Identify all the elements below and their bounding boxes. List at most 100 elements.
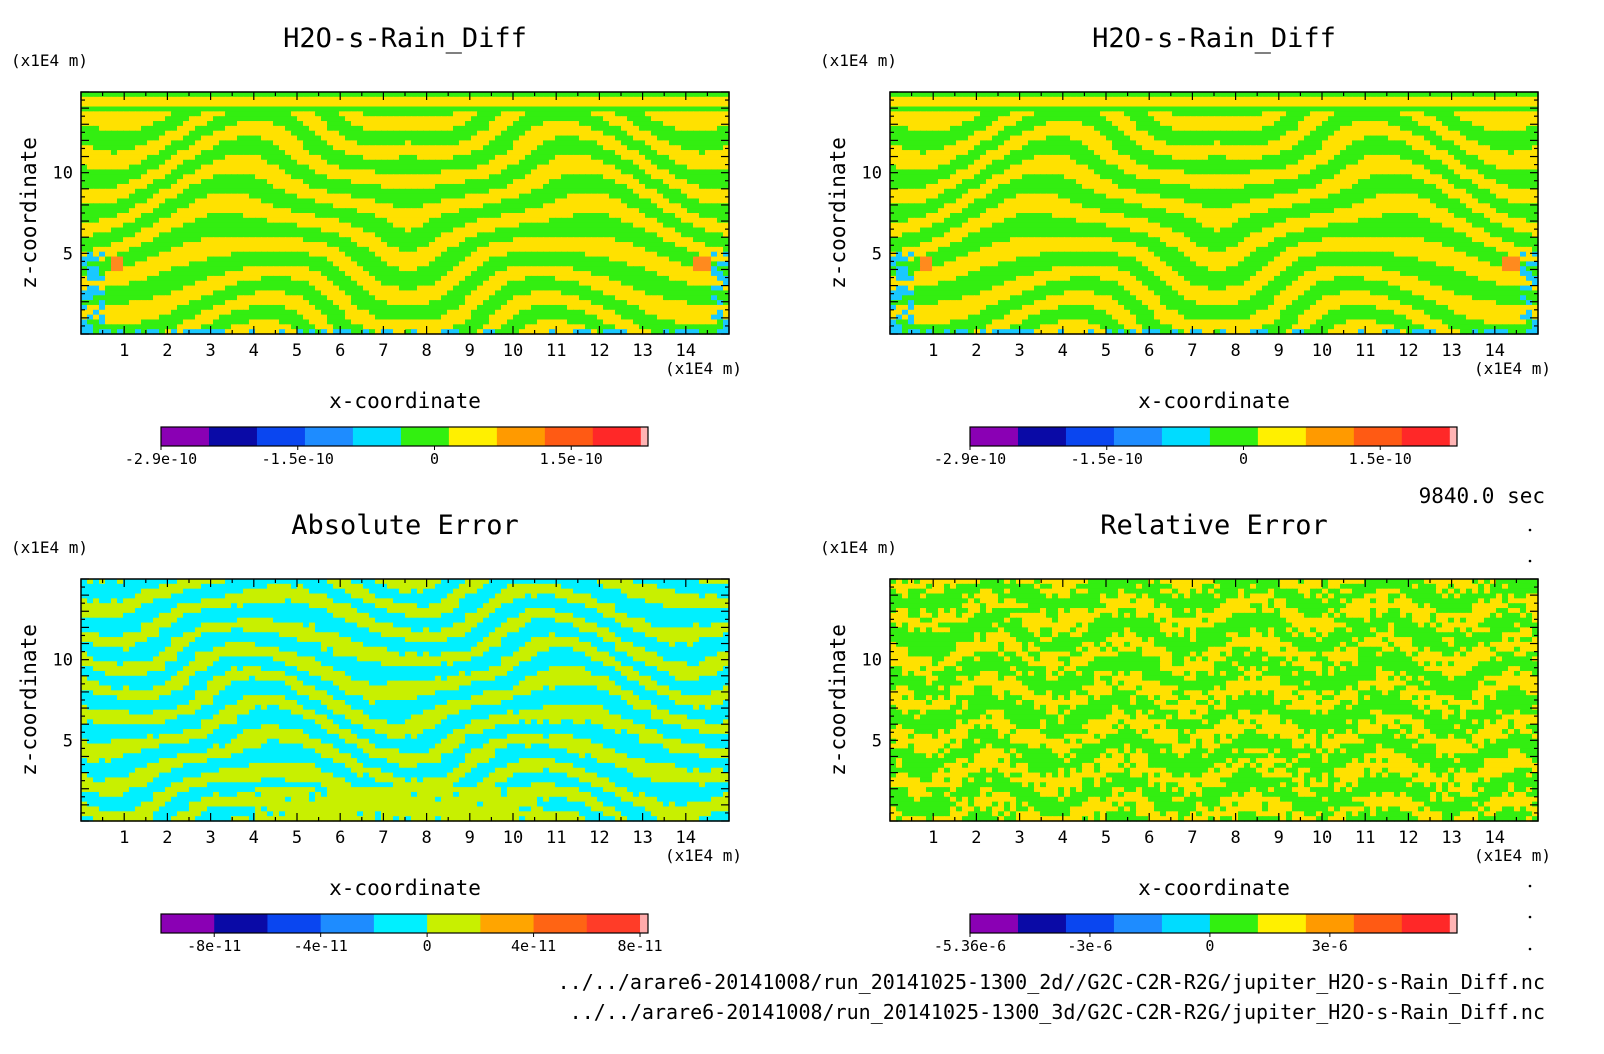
- contour-cell: [333, 130, 340, 137]
- contour-cell: [243, 275, 250, 282]
- contour-cell: [549, 304, 556, 311]
- contour-cell: [699, 174, 706, 180]
- contour-cell: [309, 227, 316, 233]
- contour-cell: [249, 101, 256, 108]
- contour-cell: [549, 290, 556, 296]
- contour-cell: [423, 222, 430, 229]
- contour-cell: [375, 304, 382, 311]
- contour-cell: [357, 145, 364, 151]
- contour-cell: [561, 213, 568, 219]
- contour-cell: [231, 101, 238, 108]
- contour-cell: [435, 295, 442, 301]
- contour-cell: [693, 290, 700, 296]
- contour-cell: [471, 256, 478, 262]
- contour-cell: [255, 266, 262, 272]
- contour-cell: [561, 150, 568, 156]
- contour-cell: [555, 295, 562, 301]
- contour-cell: [567, 179, 574, 185]
- contour-cell: [429, 164, 436, 171]
- contour-cell: [237, 135, 244, 141]
- contour-cell: [93, 203, 100, 209]
- contour-cell: [441, 217, 448, 224]
- contour-cell: [711, 92, 718, 98]
- contour-cell: [159, 271, 166, 277]
- contour-cell: [141, 208, 148, 214]
- contour-cell: [423, 261, 430, 267]
- contour-cell: [657, 140, 664, 146]
- contour-cell: [207, 164, 214, 171]
- contour-cell: [189, 213, 196, 219]
- contour-cell: [537, 237, 544, 243]
- contour-cell: [591, 271, 598, 277]
- contour-cell: [129, 232, 136, 238]
- contour-cell: [435, 106, 442, 112]
- contour-cell: [81, 188, 88, 195]
- contour-cell: [153, 183, 160, 190]
- contour-cell: [399, 183, 406, 190]
- contour-cell: [267, 116, 274, 122]
- contour-cell: [87, 154, 94, 161]
- contour-cell: [297, 121, 304, 127]
- contour-cell: [411, 275, 418, 282]
- contour-cell: [117, 309, 124, 316]
- contour-cell: [255, 242, 262, 248]
- contour-cell: [429, 237, 436, 243]
- contour-cell: [381, 111, 388, 117]
- contour-cell: [645, 106, 652, 112]
- contour-cell: [189, 135, 196, 141]
- contour-cell: [549, 96, 556, 103]
- contour-cell: [231, 217, 238, 224]
- contour-cell: [669, 309, 676, 316]
- contour-cell: [261, 145, 268, 151]
- contour-cell: [507, 261, 514, 267]
- contour-cell: [501, 121, 508, 127]
- contour-cell: [723, 203, 730, 209]
- contour-cell: [315, 242, 322, 248]
- contour-cell: [489, 275, 496, 282]
- contour-cell: [285, 251, 292, 258]
- contour-cell: [381, 309, 388, 316]
- contour-cell: [375, 275, 382, 282]
- contour-cell: [225, 96, 232, 103]
- contour-cell: [603, 275, 610, 282]
- contour-cell: [231, 251, 238, 258]
- contour-cell: [549, 130, 556, 137]
- contour-cell: [159, 150, 166, 156]
- contour-cell: [501, 203, 508, 209]
- contour-cell: [579, 290, 586, 296]
- contour-cell: [645, 246, 652, 253]
- contour-cell: [717, 304, 724, 311]
- contour-cell: [549, 256, 556, 262]
- contour-cell: [417, 290, 424, 296]
- contour-cell: [699, 309, 706, 316]
- contour-cell: [573, 275, 580, 282]
- contour-cell: [435, 261, 442, 267]
- contour-cell: [333, 179, 340, 185]
- contour-cell: [147, 188, 154, 195]
- contour-cell: [483, 285, 490, 292]
- contour-cell: [345, 154, 352, 161]
- contour-cell: [597, 198, 604, 204]
- contour-cell: [135, 275, 142, 282]
- contour-cell: [129, 130, 136, 137]
- contour-cell: [159, 222, 166, 229]
- contour-cell: [399, 266, 406, 272]
- contour-cell: [603, 198, 610, 204]
- contour-cell: [117, 237, 124, 243]
- contour-cell: [261, 179, 268, 185]
- contour-cell: [357, 130, 364, 137]
- contour-cell: [357, 140, 364, 146]
- contour-cell: [585, 266, 592, 272]
- contour-cell: [627, 116, 634, 122]
- contour-cell: [321, 159, 328, 166]
- contour-cell: [723, 256, 730, 262]
- contour-cell: [285, 275, 292, 282]
- contour-cell: [495, 101, 502, 108]
- contour-cell: [357, 96, 364, 103]
- contour-cell: [159, 198, 166, 204]
- contour-cell: [621, 261, 628, 267]
- contour-cell: [261, 280, 268, 287]
- contour-cell: [363, 222, 370, 229]
- contour-cell: [183, 145, 190, 151]
- contour-cell: [183, 140, 190, 146]
